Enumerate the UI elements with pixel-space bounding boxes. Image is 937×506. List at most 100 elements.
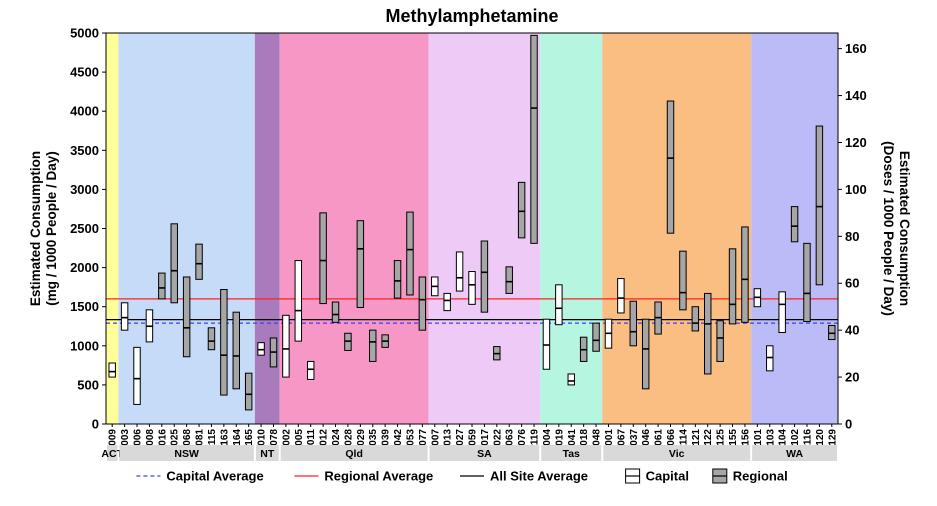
x-tick-label-site-029: 029 bbox=[356, 429, 367, 446]
box-site-025 bbox=[170, 223, 178, 304]
x-tick-label-site-004: 004 bbox=[542, 429, 553, 446]
x-tick-label-site-114: 114 bbox=[678, 429, 689, 446]
box-site-011 bbox=[306, 360, 315, 380]
y-right-tick-label: 20 bbox=[845, 370, 859, 385]
y-right-tick-label: 100 bbox=[845, 182, 867, 197]
x-tick-label-site-017: 017 bbox=[480, 429, 491, 446]
y-left-tick-label: 4000 bbox=[70, 104, 99, 119]
box-site-120 bbox=[815, 125, 824, 286]
y-left-axis-label-line1: Estimated Consumption bbox=[28, 151, 43, 306]
y-left-tick-label: 500 bbox=[77, 377, 99, 392]
x-tick-label-site-041: 041 bbox=[567, 429, 578, 446]
box-site-012 bbox=[319, 212, 327, 305]
x-tick-label-site-067: 067 bbox=[616, 429, 627, 446]
y-right-tick-label: 160 bbox=[845, 41, 867, 56]
x-tick-label-site-164: 164 bbox=[232, 429, 243, 446]
x-tick-label-site-119: 119 bbox=[530, 429, 541, 446]
y-left-tick-label: 5000 bbox=[70, 26, 99, 41]
box-site-013 bbox=[443, 292, 451, 312]
x-tick-label-site-019: 019 bbox=[554, 429, 565, 446]
region-band-qld bbox=[279, 33, 429, 424]
box-site-035 bbox=[369, 329, 377, 362]
x-tick-label-site-010: 010 bbox=[257, 429, 268, 446]
region-strip-wa bbox=[752, 445, 837, 461]
region-band-vic bbox=[602, 33, 752, 424]
x-tick-label-site-102: 102 bbox=[790, 429, 801, 446]
y-right-tick-label: 40 bbox=[845, 323, 859, 338]
box-site-125 bbox=[716, 320, 724, 362]
x-tick-label-site-025: 025 bbox=[170, 429, 181, 446]
x-tick-label-site-037: 037 bbox=[629, 429, 640, 446]
region-label-act: ACT bbox=[101, 448, 123, 460]
box-site-076 bbox=[517, 181, 526, 239]
region-band-nsw bbox=[118, 33, 255, 424]
box-site-121 bbox=[691, 306, 700, 332]
x-tick-label-site-053: 053 bbox=[405, 429, 416, 446]
x-tick-label-site-002: 002 bbox=[281, 429, 292, 446]
box-site-019 bbox=[555, 284, 563, 326]
box-site-017 bbox=[480, 240, 489, 313]
y-left-tick-label: 1500 bbox=[70, 299, 99, 314]
box-site-115 bbox=[207, 327, 216, 351]
y-right-tick-label: 140 bbox=[845, 88, 867, 103]
x-tick-label-site-009: 009 bbox=[108, 429, 119, 446]
x-tick-label-site-081: 081 bbox=[195, 429, 206, 446]
x-tick-label-site-121: 121 bbox=[691, 429, 702, 446]
y-right-tick-label: 80 bbox=[845, 229, 859, 244]
region-strip-qld bbox=[280, 445, 428, 461]
x-tick-label-site-042: 042 bbox=[393, 429, 404, 446]
x-tick-label-site-165: 165 bbox=[244, 429, 255, 446]
y-left-tick-label: 4500 bbox=[70, 65, 99, 80]
box-site-024 bbox=[331, 301, 340, 323]
box-site-063 bbox=[505, 266, 513, 294]
x-tick-label-site-027: 027 bbox=[455, 429, 466, 446]
x-tick-label-site-104: 104 bbox=[778, 429, 789, 446]
y-right-tick-label: 0 bbox=[845, 417, 852, 432]
box-site-163 bbox=[220, 288, 228, 396]
box-site-042 bbox=[393, 260, 402, 299]
box-site-016 bbox=[158, 272, 166, 300]
x-tick-label-site-103: 103 bbox=[765, 429, 776, 446]
box-site-165 bbox=[244, 372, 253, 411]
y-right-tick-label: 120 bbox=[845, 135, 867, 150]
x-tick-label-site-006: 006 bbox=[133, 429, 144, 446]
x-tick-label-site-163: 163 bbox=[219, 429, 230, 446]
x-tick-label-site-046: 046 bbox=[641, 429, 652, 446]
box-site-003 bbox=[120, 302, 129, 331]
legend-label-regional-average: Regional Average bbox=[324, 469, 433, 484]
box-site-116 bbox=[803, 242, 811, 323]
y-left-tick-label: 2500 bbox=[70, 221, 99, 236]
box-site-081 bbox=[195, 243, 203, 280]
box-site-046 bbox=[641, 318, 650, 390]
region-strip-nt bbox=[255, 445, 279, 461]
box-site-104 bbox=[778, 291, 786, 334]
box-site-027 bbox=[455, 251, 464, 292]
region-strip-tas bbox=[541, 445, 602, 461]
x-tick-label-site-156: 156 bbox=[740, 429, 751, 446]
x-tick-label-site-022: 022 bbox=[492, 429, 503, 446]
region-label-vic: Vic bbox=[669, 448, 685, 460]
box-site-009 bbox=[108, 362, 116, 378]
box-site-067 bbox=[617, 278, 625, 314]
x-tick-label-site-018: 018 bbox=[579, 429, 590, 446]
x-tick-label-site-035: 035 bbox=[368, 429, 379, 446]
x-tick-label-site-116: 116 bbox=[802, 429, 813, 446]
legend-label-regional: Regional bbox=[733, 469, 788, 484]
region-strip-sa bbox=[429, 445, 540, 461]
box-site-077 bbox=[418, 276, 427, 331]
x-tick-label-site-028: 028 bbox=[343, 429, 354, 446]
x-tick-label-site-066: 066 bbox=[666, 429, 677, 446]
x-tick-label-site-115: 115 bbox=[207, 429, 218, 446]
box-site-122 bbox=[704, 292, 712, 375]
region-label-wa: WA bbox=[786, 448, 803, 460]
box-site-156 bbox=[741, 226, 749, 323]
x-tick-label-site-077: 077 bbox=[418, 429, 429, 446]
y-right-axis-label-line2: (Doses / 1000 People / Day) bbox=[881, 141, 896, 316]
x-tick-label-site-063: 063 bbox=[505, 429, 516, 446]
box-site-119 bbox=[530, 34, 538, 244]
x-tick-label-site-011: 011 bbox=[306, 429, 317, 446]
y-left-tick-label: 2000 bbox=[70, 260, 99, 275]
region-label-nsw: NSW bbox=[174, 448, 199, 460]
legend-label-capital-average: Capital Average bbox=[166, 469, 263, 484]
